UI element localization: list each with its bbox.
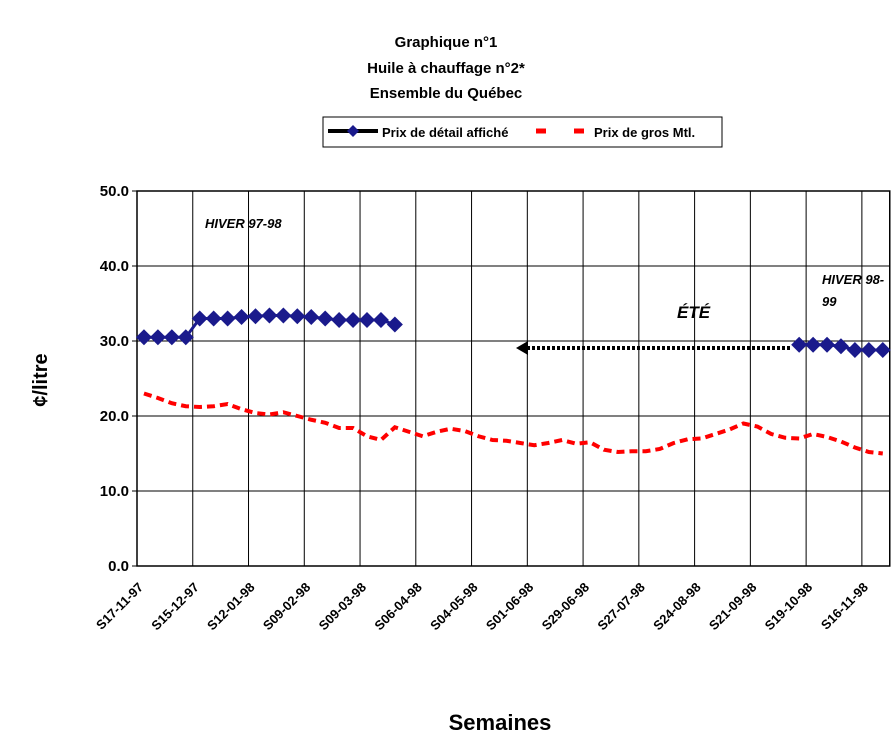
x-tick-label: S01-06-98 xyxy=(483,580,537,634)
marker xyxy=(233,309,250,325)
y-tick-label: 30.0 xyxy=(100,333,129,350)
marker xyxy=(345,312,362,328)
x-tick-label: S29-06-98 xyxy=(539,580,593,634)
legend-marker xyxy=(347,125,359,137)
marker xyxy=(177,329,194,346)
x-tick-label: S17-11-97 xyxy=(93,580,146,633)
marker xyxy=(791,336,808,353)
marker xyxy=(386,316,403,333)
arrow-head xyxy=(516,341,528,355)
x-tick-label: S27-07-98 xyxy=(594,580,648,634)
chart-title: Huile à chauffage n°2* xyxy=(367,60,525,77)
x-tick-label: S19-10-98 xyxy=(762,580,816,634)
x-tick-label: S09-02-98 xyxy=(260,580,314,634)
marker xyxy=(275,307,292,324)
marker xyxy=(331,312,348,328)
chart-title: Graphique n°1 xyxy=(395,34,498,51)
series-line xyxy=(143,391,884,456)
x-axis-label: Semaines xyxy=(449,710,552,735)
legend-box xyxy=(322,116,723,148)
marker xyxy=(317,310,334,327)
x-tick-label: S09-03-98 xyxy=(316,580,370,634)
marker xyxy=(805,336,822,353)
marker xyxy=(289,308,306,325)
legend-label: Prix de gros Mtl. xyxy=(594,125,695,140)
y-tick-label: 20.0 xyxy=(100,408,129,425)
chart-title: Ensemble du Québec xyxy=(370,85,523,102)
marker xyxy=(860,342,877,358)
marker xyxy=(303,309,320,325)
marker xyxy=(874,342,891,358)
y-tick-label: 10.0 xyxy=(100,483,129,500)
y-tick-label: 50.0 xyxy=(100,183,129,200)
marker xyxy=(149,329,166,346)
y-tick-label: 0.0 xyxy=(108,558,129,575)
marker xyxy=(846,342,863,358)
legend-label: Prix de détail affiché xyxy=(382,125,508,140)
marker xyxy=(205,310,222,327)
annotation: HIVER 97-98 xyxy=(205,216,282,231)
marker xyxy=(191,310,208,327)
marker xyxy=(359,312,376,328)
x-tick-label: S12-01-98 xyxy=(204,580,258,634)
marker xyxy=(832,338,849,355)
plot-frame xyxy=(136,190,891,567)
marker xyxy=(163,329,180,346)
x-tick-label: S21-09-98 xyxy=(706,580,760,634)
x-tick-label: S04-05-98 xyxy=(427,580,481,634)
x-tick-label: S06-04-98 xyxy=(371,580,425,634)
marker xyxy=(819,336,836,353)
x-tick-label: S15-12-97 xyxy=(148,580,202,634)
y-tick-label: 40.0 xyxy=(100,258,129,275)
x-tick-label: S16-11-98 xyxy=(818,580,871,633)
marker xyxy=(219,310,236,327)
annotation: HIVER 98- xyxy=(822,272,884,287)
annotation: 99 xyxy=(822,294,837,309)
marker xyxy=(261,307,278,324)
marker xyxy=(372,312,389,328)
marker xyxy=(135,329,152,346)
y-axis-label: ¢/litre xyxy=(30,353,52,406)
x-tick-label: S24-08-98 xyxy=(650,580,704,634)
annotation: ÉTÉ xyxy=(677,303,711,322)
marker xyxy=(247,308,264,325)
